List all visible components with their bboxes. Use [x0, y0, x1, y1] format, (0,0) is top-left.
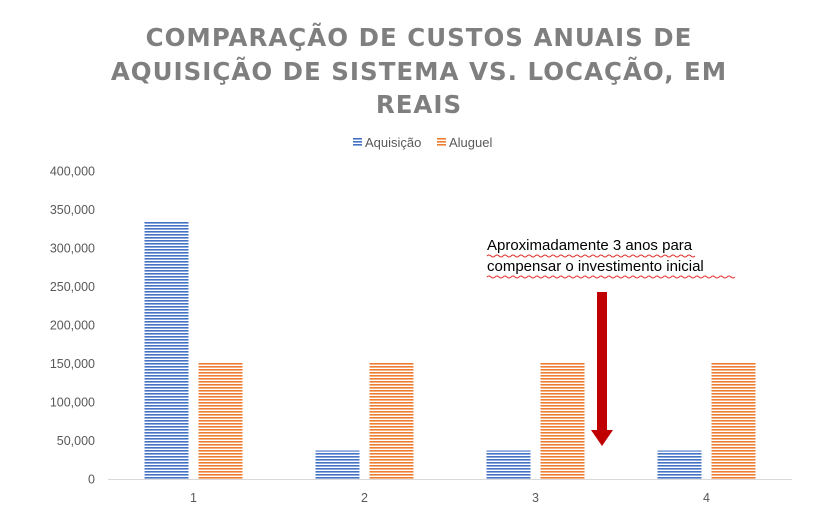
bar-aluguel-4: [711, 361, 756, 479]
annotation: Aproximadamente 3 anos para compensar o …: [486, 237, 736, 446]
y-tick-label: 300,000: [50, 242, 95, 256]
annotation-line-1: Aproximadamente 3 anos para: [487, 237, 693, 254]
legend: Aquisição Aluguel: [353, 135, 492, 150]
chart-title-line-2: AQUISIÇÃO DE SISTEMA VS. LOCAÇÃO, EM: [111, 57, 727, 86]
chart-title-line-3: REAIS: [376, 90, 462, 119]
bar-aquisicao-1: [144, 221, 189, 480]
legend-swatch-aquisicao: [353, 138, 362, 147]
legend-label-aluguel: Aluguel: [449, 135, 492, 150]
bar-aluguel-2: [369, 361, 414, 479]
bars: [144, 221, 756, 480]
chart-title: COMPARAÇÃO DE CUSTOS ANUAIS DE AQUISIÇÃO…: [111, 23, 727, 119]
annotation-arrow-shaft: [597, 292, 607, 430]
y-tick-label: 200,000: [50, 319, 95, 333]
y-tick-label: 100,000: [50, 396, 95, 410]
legend-swatch-aluguel: [437, 138, 446, 147]
annotation-line-1-underline: [486, 254, 696, 258]
legend-label-aquisicao: Aquisição: [365, 135, 421, 150]
annotation-line-2: compensar o investimento inicial: [487, 258, 704, 275]
bar-aluguel-1: [198, 361, 243, 479]
x-tick-label: 4: [703, 491, 710, 505]
x-tick-label: 2: [361, 491, 368, 505]
y-tick-label: 350,000: [50, 203, 95, 217]
bar-aquisicao-2: [315, 450, 360, 479]
y-tick-label: 400,000: [50, 165, 95, 179]
annotation-line-2-underline: [486, 275, 736, 279]
y-tick-label: 250,000: [50, 280, 95, 294]
y-tick-label: 150,000: [50, 357, 95, 371]
bar-aluguel-3: [540, 361, 585, 479]
chart-title-line-1: COMPARAÇÃO DE CUSTOS ANUAIS DE: [146, 23, 693, 52]
bar-aquisicao-4: [657, 450, 702, 479]
y-tick-label: 0: [88, 473, 95, 487]
x-axis: 1 2 3 4: [190, 491, 710, 505]
y-tick-label: 50,000: [57, 434, 95, 448]
y-axis: 0 50,000 100,000 150,000 200,000 250,000 300,0…: [50, 165, 95, 487]
annotation-arrow-head: [591, 430, 613, 446]
bar-aquisicao-3: [486, 450, 531, 479]
x-tick-label: 3: [532, 491, 539, 505]
x-tick-label: 1: [190, 491, 197, 505]
